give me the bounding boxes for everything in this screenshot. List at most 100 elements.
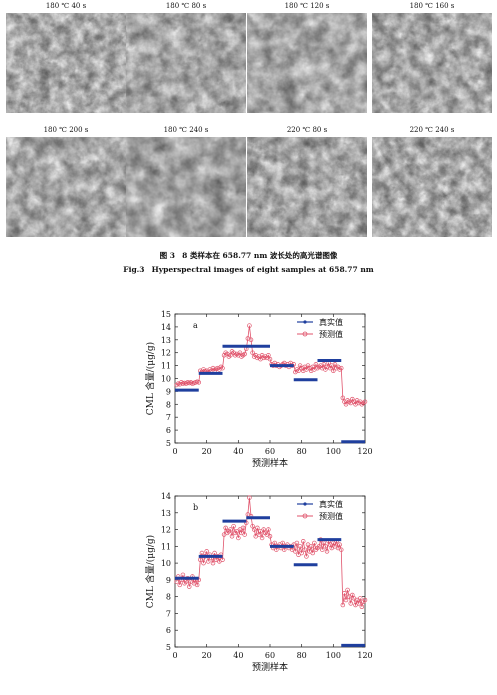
y-tick-label: 5 [166, 439, 171, 448]
y-tick-label: 14 [161, 492, 171, 501]
predicted-point [220, 365, 225, 371]
x-tick-label: 60 [265, 447, 275, 456]
micrograph-texture [247, 13, 367, 113]
micrograph-texture [6, 137, 126, 237]
figure-caption-cn: 图 3 8 类样本在 658.77 nm 波长处的高光谱图像 [0, 250, 497, 261]
predicted-point [237, 350, 243, 355]
micrograph-label: 180 ℃ 40 s [45, 2, 87, 10]
predicted-point [267, 356, 273, 362]
predicted-point [340, 602, 346, 608]
x-tick-label: 120 [357, 447, 372, 456]
y-tick-label: 11 [161, 542, 171, 551]
y-tick-label: 10 [161, 559, 171, 568]
y-axis-label: CML 含量/(μg/g) [144, 535, 156, 608]
predicted-point [356, 601, 361, 606]
micrograph-image [6, 137, 126, 237]
predicted-point [339, 365, 344, 371]
x-tick-label: 0 [172, 651, 177, 660]
predicted-point [266, 527, 271, 532]
micrograph-texture [126, 13, 246, 113]
predicted-point [247, 323, 252, 328]
predicted-point [196, 380, 201, 385]
figure-caption-en: Fig.3 Hyperspectral images of eight samp… [0, 265, 497, 274]
predicted-point [228, 353, 233, 358]
y-tick-label: 5 [166, 643, 171, 652]
micrograph-image [126, 13, 246, 113]
y-tick-label: 10 [161, 375, 171, 384]
predicted-point [223, 525, 228, 531]
micrograph-label: 180 ℃ 240 s [163, 126, 209, 134]
y-tick-label: 8 [166, 400, 171, 409]
predicted-point [242, 532, 247, 537]
predicted-point [201, 560, 206, 566]
micrograph-image [247, 137, 367, 237]
micrograph-label: 180 ℃ 160 s [409, 2, 455, 10]
predicted-point [297, 544, 303, 549]
micrograph-texture [6, 13, 126, 113]
legend-true-label: 真实值 [319, 317, 343, 327]
micrograph-label: 180 ℃ 120 s [284, 2, 330, 10]
micrograph-texture [372, 13, 492, 113]
predicted-point [248, 337, 254, 343]
predicted-point [255, 525, 260, 531]
predicted-point [247, 495, 252, 500]
caption-en-fig: Fig.3 [123, 265, 145, 274]
micrograph-label: 220 ℃ 240 s [409, 126, 455, 134]
y-tick-label: 6 [166, 426, 171, 435]
y-tick-label: 12 [161, 349, 171, 358]
micrograph-texture [372, 137, 492, 237]
y-tick-label: 7 [166, 609, 171, 618]
predicted-point [343, 597, 349, 603]
y-tick-label: 12 [161, 526, 171, 535]
x-tick-label: 60 [265, 651, 275, 660]
x-tick-label: 120 [357, 651, 372, 660]
predicted-point [337, 542, 342, 547]
x-tick-label: 20 [202, 447, 212, 456]
predicted-point [345, 587, 350, 593]
x-tick-label: 100 [326, 651, 341, 660]
predicted-point [299, 550, 304, 556]
predicted-point [293, 549, 298, 554]
micrograph-image [372, 13, 492, 113]
y-tick-label: 13 [161, 509, 171, 518]
predicted-point [240, 525, 246, 531]
predicted-point [313, 362, 319, 367]
y-tick-label: 8 [166, 593, 171, 602]
predicted-point [340, 395, 346, 401]
micrograph-label: 180 ℃ 80 s [165, 2, 207, 10]
x-tick-label: 100 [326, 447, 341, 456]
predicted-point [242, 351, 247, 357]
micrograph-image [6, 13, 126, 113]
panel-label: a [193, 321, 198, 330]
predicted-point [316, 544, 322, 549]
legend-pred-marker [302, 331, 308, 337]
predicted-point [310, 550, 316, 556]
y-tick-label: 13 [161, 336, 171, 345]
predicted-point [358, 596, 363, 601]
y-tick-label: 7 [166, 413, 171, 422]
legend-pred-marker [302, 513, 308, 519]
micrograph-texture [247, 137, 367, 237]
micrograph-image [372, 137, 492, 237]
legend-true-marker [303, 320, 307, 324]
x-tick-label: 40 [233, 447, 243, 456]
legend-pred-label: 预测值 [319, 511, 343, 521]
predicted-point [312, 540, 317, 546]
x-tick-label: 40 [233, 651, 243, 660]
predicted-point [308, 544, 314, 549]
y-tick-label: 9 [166, 387, 171, 396]
y-tick-label: 14 [161, 323, 171, 332]
x-tick-label: 20 [202, 651, 212, 660]
predicted-point [331, 368, 336, 374]
predicted-point [236, 535, 241, 541]
predicted-point [301, 539, 306, 544]
micrograph-label: 220 ℃ 80 s [286, 126, 328, 134]
x-tick-label: 80 [297, 651, 307, 660]
y-tick-label: 11 [161, 362, 171, 371]
chart-a: 5 6 7 8 9 10 11 12 13 14 15 0 20 40 60 80 100 120 预测样本 CML … [144, 310, 373, 469]
predicted-point [362, 399, 368, 404]
x-axis-label: 预测样本 [252, 457, 288, 469]
caption-en-text: Hyperspectral images of eight samples at… [151, 265, 374, 274]
predicted-point [323, 544, 328, 549]
predicted-point [320, 547, 325, 552]
